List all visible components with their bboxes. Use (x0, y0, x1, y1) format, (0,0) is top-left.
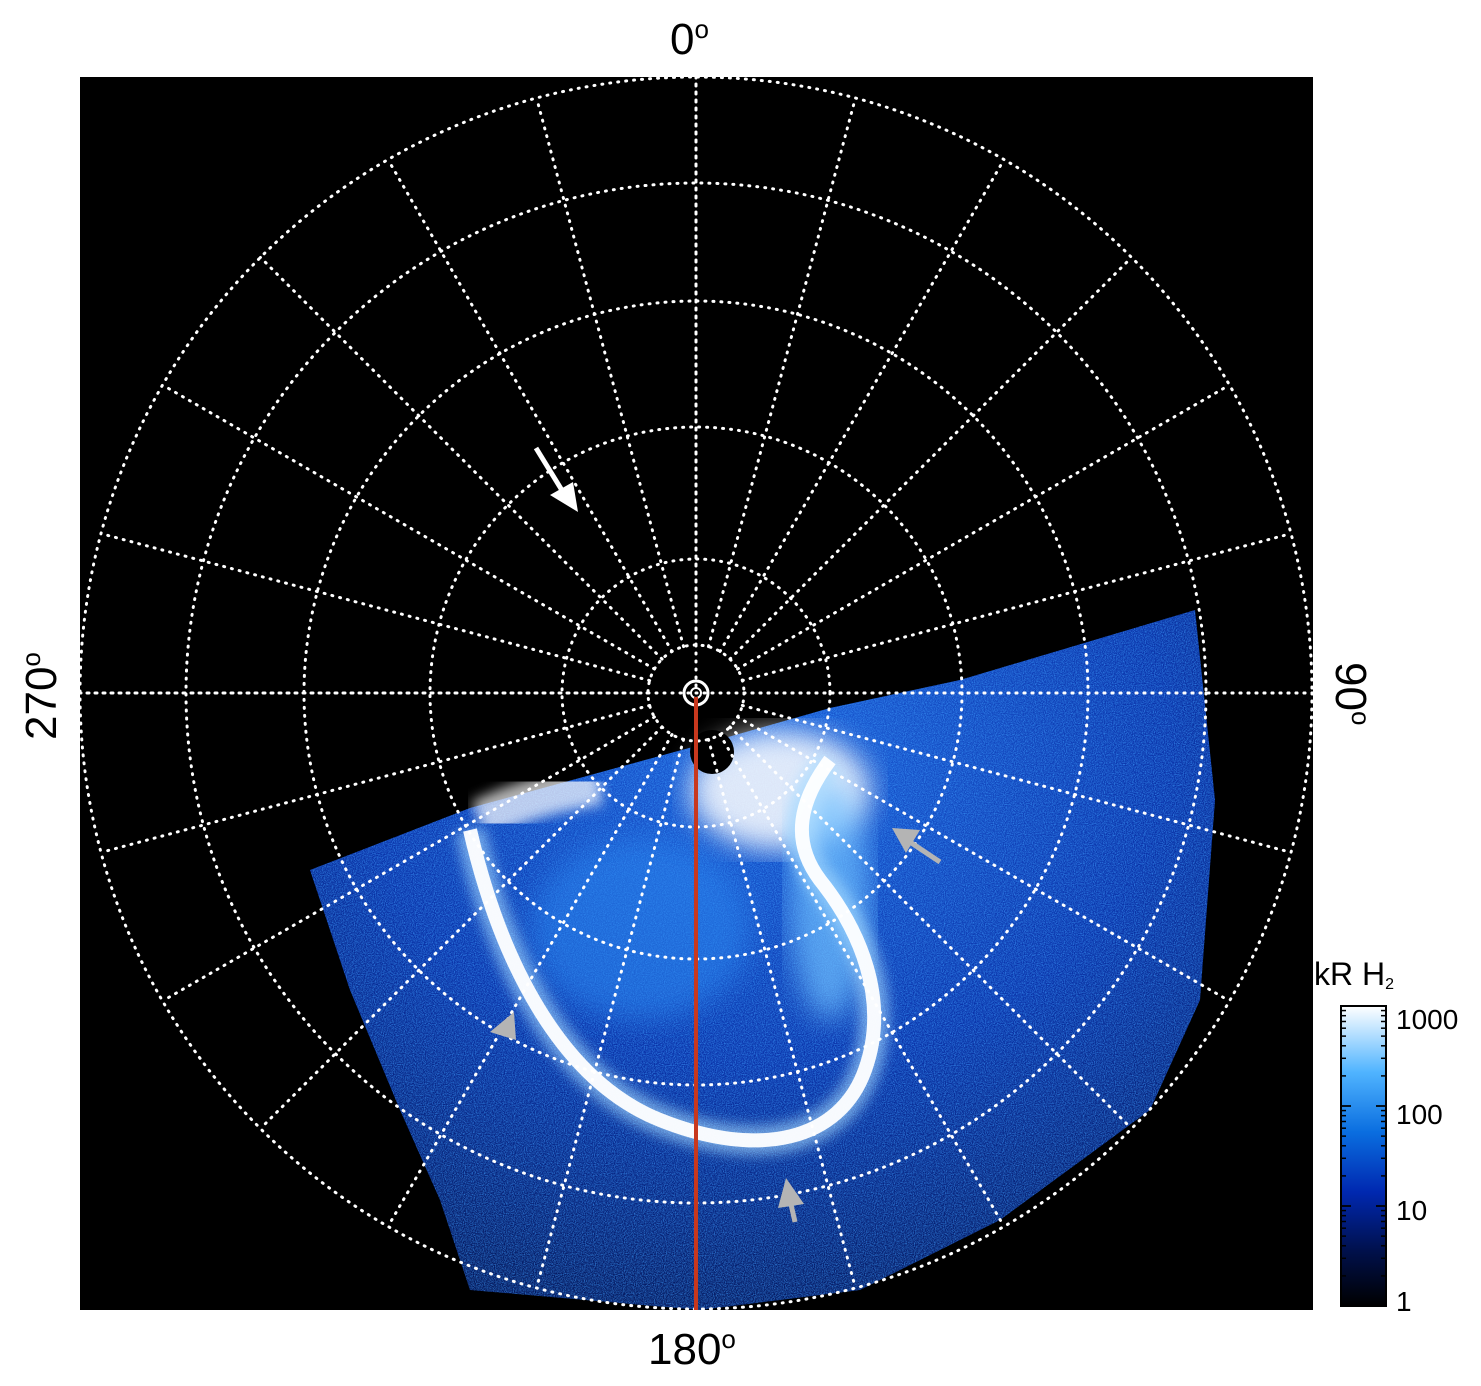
meridian-line (99, 703, 652, 854)
meridian-line (386, 158, 674, 653)
longitude-label-0: 0o (670, 14, 709, 64)
meridian-line (161, 715, 656, 1003)
meridian-line (258, 725, 664, 1131)
longitude-label-270: 270o (16, 652, 66, 740)
colorbar-tick-label: 1000 (1396, 1004, 1459, 1035)
arrow-white (533, 446, 578, 512)
arrow-gray-east (892, 828, 942, 865)
colorbar-tick-label: 100 (1396, 1099, 1443, 1130)
meridian-line (718, 158, 1006, 653)
colorbar-title: kR H2 (1314, 956, 1395, 993)
colorbar-tick-label: 1 (1396, 1286, 1412, 1317)
meridian-line (535, 96, 686, 649)
auroral-emission-map (310, 610, 1215, 1310)
meridian-line (740, 703, 1293, 854)
meridian-line (718, 733, 1006, 1228)
meridian-line (535, 737, 686, 1290)
polar-grid (80, 77, 1313, 1310)
colorbar (1340, 1005, 1387, 1307)
meridian-line (386, 733, 674, 1228)
meridian-line (728, 255, 1134, 661)
meridian-line (736, 715, 1231, 1003)
meridian-line (99, 532, 652, 683)
longitude-label-180: 180o (648, 1324, 736, 1374)
arrow-gray-west (490, 1012, 516, 1040)
meridian-line (706, 96, 857, 649)
meridian-line (161, 383, 656, 671)
meridian-line (728, 725, 1134, 1131)
meridian-line (736, 383, 1231, 671)
meridian-line (258, 255, 664, 661)
colorbar-tick-label: 10 (1396, 1195, 1428, 1226)
meridian-line (740, 532, 1293, 683)
meridian-line (706, 737, 857, 1290)
longitude-label-90: 90o (1326, 662, 1376, 726)
arrow-gray-south (778, 1178, 804, 1223)
colorbar-gradient (1340, 1005, 1387, 1307)
